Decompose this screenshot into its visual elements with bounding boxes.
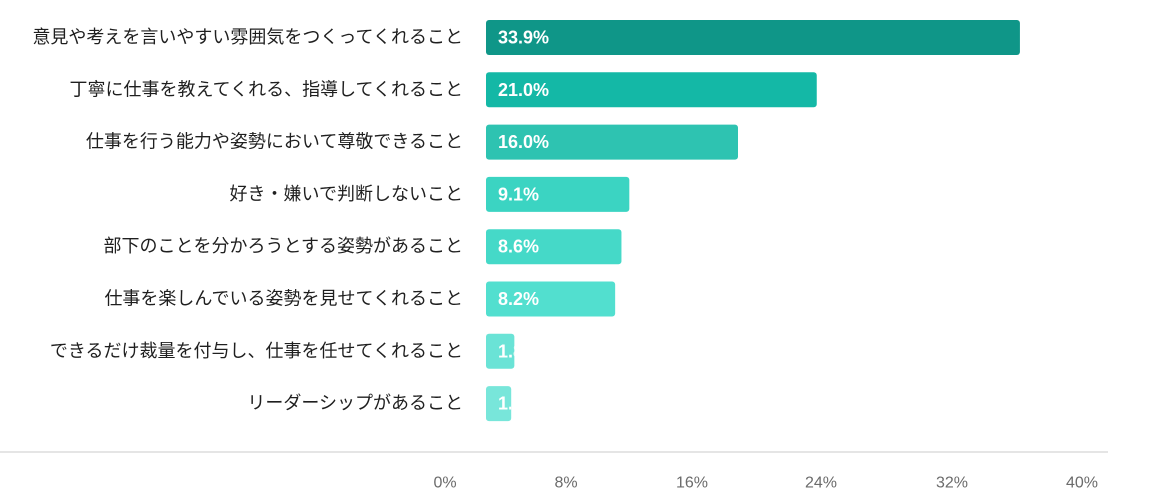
value-label: 8.2%: [498, 289, 539, 309]
bar: [486, 124, 738, 160]
value-label: 1.6%: [498, 394, 539, 414]
category-label: 仕事を行う能力や姿勢において尊敬できること: [86, 132, 463, 153]
value-label: 1.8%: [498, 341, 539, 361]
x-axis-ticks: 0% 8% 16% 24% 32% 40%: [433, 475, 1098, 492]
category-label: 好き・嫌いで判断しないこと: [230, 184, 463, 205]
bar: [486, 281, 616, 317]
bar: [486, 72, 817, 108]
bar: [486, 20, 1020, 55]
value-labels: 33.9% 21.0% 16.0% 9.1% 8.6% 8.2% 1.8% 1.6%: [498, 28, 549, 414]
x-tick-label: 16%: [676, 475, 708, 492]
value-label: 16.0%: [498, 132, 549, 152]
value-label: 8.6%: [498, 237, 539, 257]
value-label: 9.1%: [498, 184, 539, 204]
x-tick-label: 24%: [805, 475, 837, 492]
category-label: 丁寧に仕事を教えてくれる、指導してくれること: [70, 79, 463, 100]
category-label: できるだけ裁量を付与し、仕事を任せてくれること: [50, 341, 463, 362]
category-label: 部下のことを分かろうとする姿勢があること: [104, 236, 463, 257]
value-label: 33.9%: [498, 28, 549, 48]
value-label: 21.0%: [498, 80, 549, 100]
bars: [486, 20, 1020, 422]
bar: [486, 229, 622, 265]
x-tick-label: 8%: [554, 475, 577, 492]
category-label: 仕事を楽しんでいる姿勢を見せてくれること: [104, 289, 463, 310]
x-tick-label: 40%: [1066, 475, 1098, 492]
bar: [486, 333, 515, 369]
category-labels: 意見や考えを言いやすい雰囲気をつくってくれること丁寧に仕事を教えてくれる、指導し…: [32, 27, 463, 414]
category-label: 意見や考えを言いやすい雰囲気をつくってくれること: [32, 27, 463, 48]
x-tick-label: 0%: [433, 475, 456, 492]
bar: [486, 386, 512, 422]
bar: [486, 176, 630, 212]
category-label: リーダーシップがあること: [247, 393, 463, 414]
x-tick-label: 32%: [936, 475, 968, 492]
